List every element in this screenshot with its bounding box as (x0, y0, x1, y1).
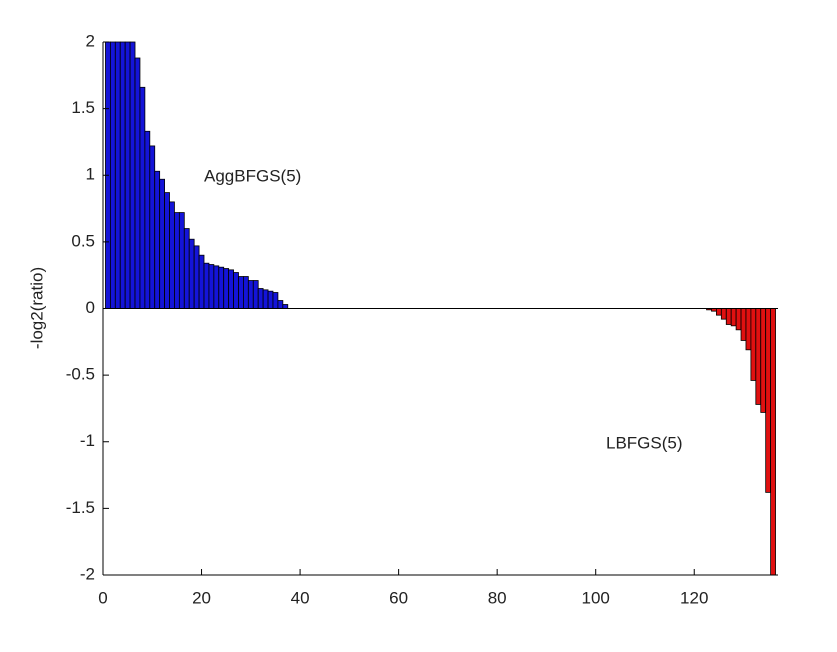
y-tick-label: -0.5 (66, 365, 95, 384)
bar (114, 41, 121, 309)
bar (149, 145, 156, 309)
bar (252, 280, 259, 309)
bar (760, 308, 767, 413)
bar (218, 266, 225, 309)
bar (169, 201, 175, 309)
bar (233, 272, 239, 309)
y-tick-label: 0 (86, 298, 95, 317)
bar (282, 304, 289, 309)
x-tick-label: 60 (389, 588, 408, 607)
bar (139, 86, 146, 309)
bar (203, 262, 210, 309)
bar (740, 308, 747, 341)
bar (770, 308, 776, 576)
bar (188, 238, 195, 309)
bar (193, 245, 200, 309)
bar (725, 308, 732, 325)
bar (129, 41, 136, 309)
bar (124, 41, 131, 309)
bar (247, 280, 254, 309)
y-tick-label: 2 (86, 31, 95, 50)
x-tick-label: 100 (582, 588, 610, 607)
y-axis-label: -log2(ratio) (27, 267, 46, 349)
bar (238, 276, 244, 309)
y-tick-label: 1.5 (71, 98, 95, 117)
y-tick-label: -1.5 (66, 498, 95, 517)
bar (154, 170, 161, 309)
x-tick-label: 120 (680, 588, 708, 607)
bar (159, 178, 165, 309)
bar (198, 254, 205, 309)
x-tick-label: 80 (488, 588, 507, 607)
bar (735, 308, 742, 331)
bar (765, 308, 772, 493)
bar (720, 308, 727, 320)
bar (178, 212, 185, 309)
bar (277, 300, 284, 309)
bar (208, 264, 215, 309)
bar (755, 308, 762, 405)
bar (174, 212, 180, 309)
bar (228, 269, 234, 309)
bar (750, 308, 757, 381)
bar (109, 41, 116, 309)
bar (262, 289, 269, 309)
x-tick-label: 0 (98, 588, 107, 607)
bar (730, 308, 737, 327)
y-tick-label: -2 (80, 564, 95, 583)
bar (213, 265, 220, 309)
bar (745, 308, 752, 351)
bar (223, 268, 230, 309)
bar (183, 228, 190, 309)
y-tick-label: 0.5 (71, 231, 95, 250)
x-tick-label: 20 (192, 588, 211, 607)
bar (272, 292, 279, 309)
annotation: LBFGS(5) (606, 433, 683, 452)
x-tick-label: 40 (291, 588, 310, 607)
bar (716, 308, 722, 316)
bar (243, 276, 249, 309)
y-tick-label: 1 (86, 165, 95, 184)
bar (119, 41, 126, 309)
bar (257, 288, 264, 309)
annotation: AggBFGS(5) (204, 166, 301, 185)
bar (144, 130, 151, 309)
bar (164, 192, 170, 309)
bar (134, 57, 141, 309)
y-tick-label: -1 (80, 431, 95, 450)
bar (267, 290, 274, 309)
